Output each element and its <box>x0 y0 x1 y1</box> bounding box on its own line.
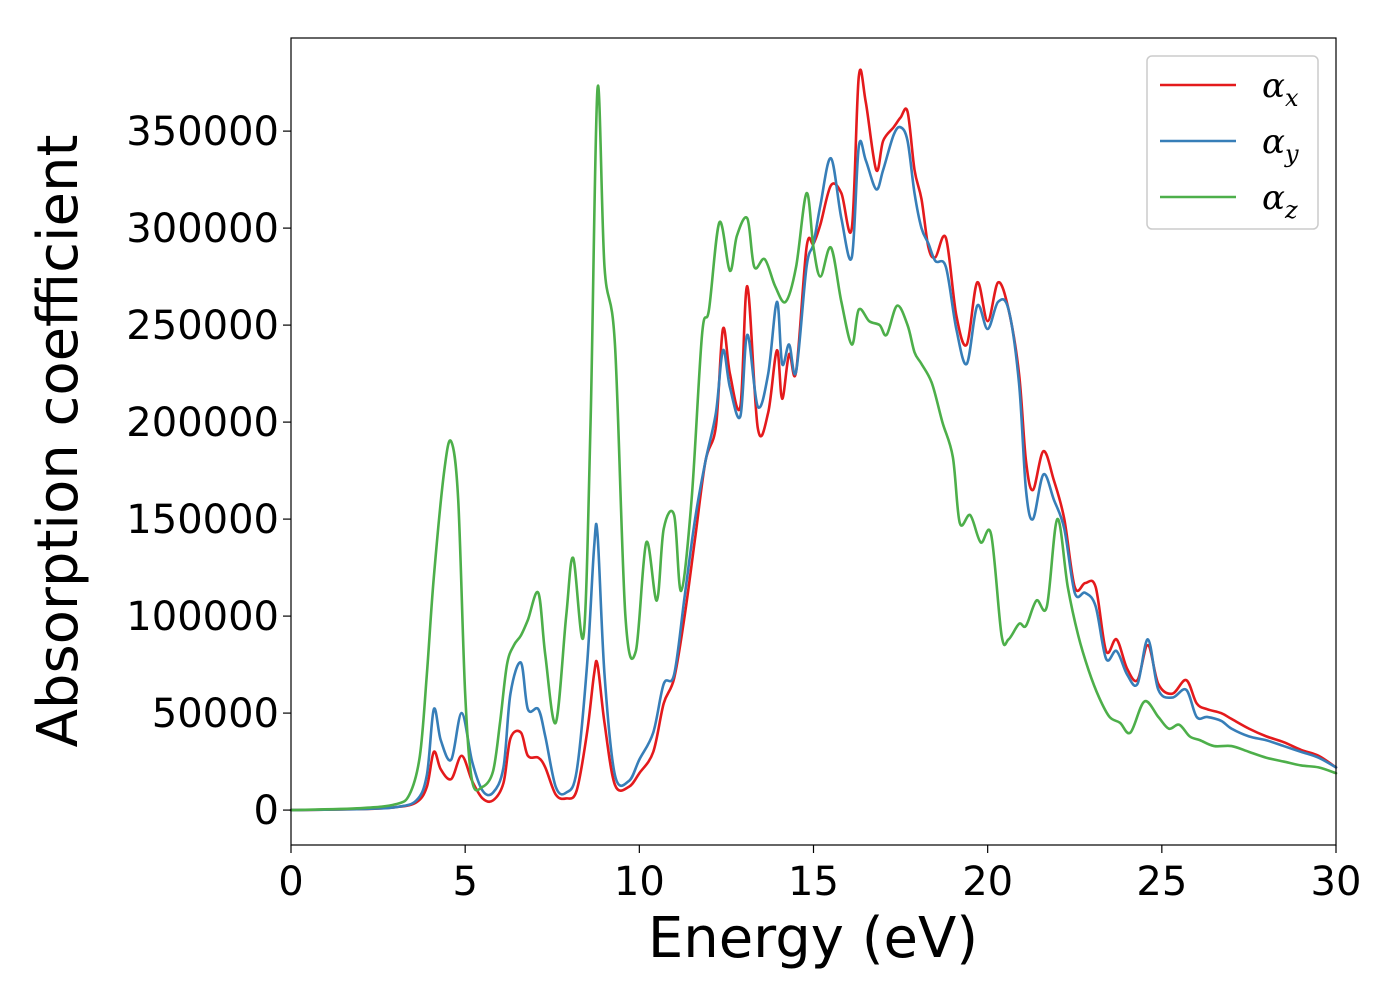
x-tick-label: 15 <box>788 859 839 905</box>
x-axis-ticks: 0 5 10 15 20 25 30 <box>278 845 1361 905</box>
y-axis-ticks: 0 50000 100000 150000 200000 250000 300000 3500… <box>126 109 291 834</box>
y-tick-label: 200000 <box>126 400 279 446</box>
legend-entries: αx αy αz <box>1160 66 1299 224</box>
x-tick-label: 10 <box>614 859 665 905</box>
legend-label-z: αz <box>1262 178 1298 224</box>
x-tick-label: 30 <box>1311 859 1362 905</box>
x-tick-label: 0 <box>278 859 303 905</box>
legend: αx αy αz <box>1146 55 1319 230</box>
y-tick-label: 350000 <box>126 109 279 155</box>
y-tick-label: 50000 <box>152 691 279 737</box>
y-axis-title: Absorption coefficient <box>26 135 91 748</box>
y-tick-label: 300000 <box>126 206 279 252</box>
x-tick-label: 5 <box>452 859 477 905</box>
y-tick-label: 250000 <box>126 303 279 349</box>
x-tick-label: 20 <box>962 859 1013 905</box>
x-axis-title: Energy (eV) <box>648 906 978 971</box>
y-tick-label: 0 <box>254 788 279 834</box>
series-line-x <box>289 68 1338 812</box>
legend-label-y: αy <box>1262 122 1299 168</box>
y-tick-label: 150000 <box>126 497 279 543</box>
series-line-z <box>289 84 1338 812</box>
legend-box <box>1146 55 1319 230</box>
series-layer <box>289 68 1338 812</box>
x-tick-label: 25 <box>1136 859 1187 905</box>
legend-label-x: αx <box>1262 66 1299 112</box>
series-line-y <box>289 125 1338 812</box>
y-tick-label: 100000 <box>126 594 279 640</box>
